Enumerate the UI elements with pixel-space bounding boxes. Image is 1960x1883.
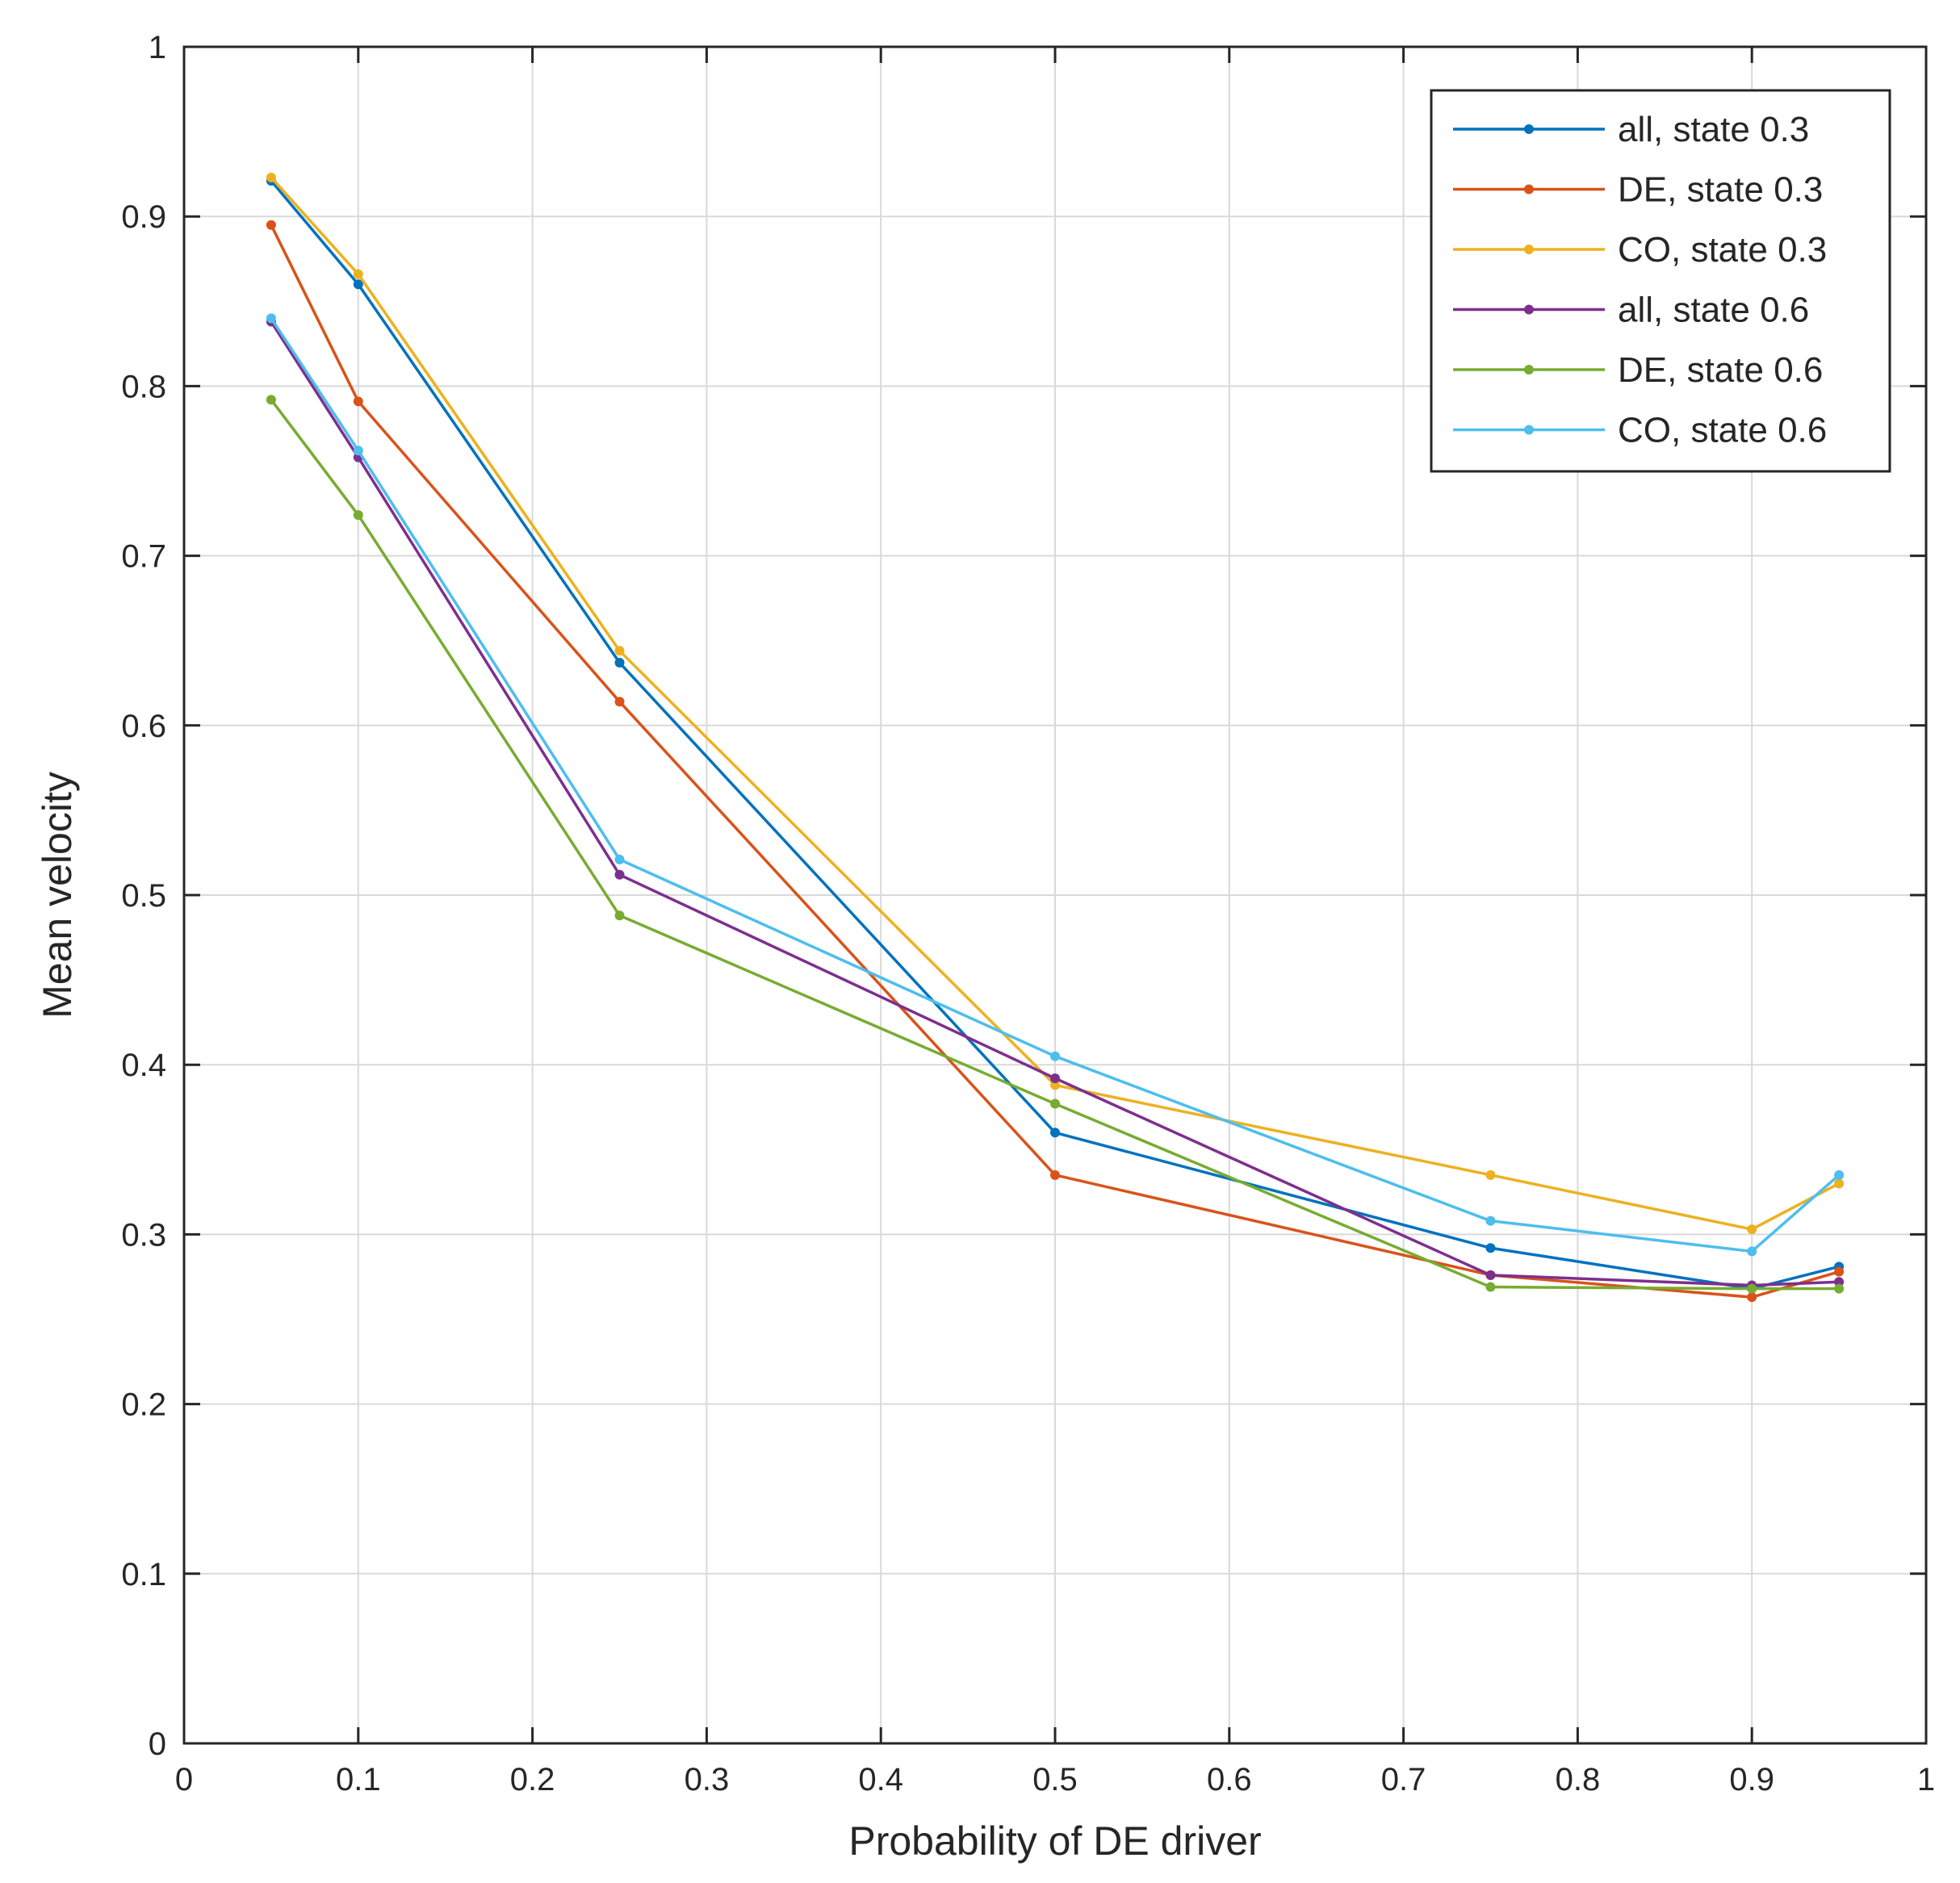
y-tick-label: 0.7 — [121, 539, 166, 575]
data-point — [1834, 1283, 1845, 1294]
y-tick-label: 1 — [149, 30, 166, 65]
y-tick-label: 0.4 — [121, 1048, 166, 1083]
x-tick-label: 0.7 — [1381, 1762, 1426, 1797]
data-point — [1050, 1073, 1060, 1084]
series-2 — [266, 220, 1845, 1303]
data-point — [614, 658, 625, 668]
data-point — [1834, 1170, 1845, 1180]
series-6 — [266, 313, 1845, 1257]
data-point — [1747, 1283, 1757, 1294]
y-tick-label: 0.9 — [121, 199, 166, 235]
data-point — [353, 396, 363, 407]
data-point — [353, 279, 363, 290]
legend-label: DE, state 0.6 — [1618, 350, 1823, 390]
legend-marker — [1524, 184, 1534, 195]
legend-label: CO, state 0.6 — [1618, 411, 1827, 450]
x-tick-label: 0.9 — [1729, 1762, 1774, 1797]
data-point — [266, 220, 276, 230]
data-point — [614, 869, 625, 880]
legend-item: all, state 0.3 — [1453, 110, 1809, 149]
data-point — [266, 172, 276, 182]
x-tick-label: 0.5 — [1032, 1762, 1078, 1797]
data-point — [614, 910, 625, 921]
data-point — [266, 395, 276, 405]
y-tick-label: 0.2 — [121, 1387, 166, 1423]
data-point — [614, 854, 625, 864]
data-point — [1050, 1170, 1060, 1180]
y-tick-label: 0.3 — [121, 1217, 166, 1253]
legend-item: all, state 0.6 — [1453, 291, 1809, 330]
data-point — [1834, 1178, 1845, 1189]
x-tick-label: 0.3 — [685, 1762, 730, 1797]
data-point — [1050, 1098, 1060, 1109]
x-tick-label: 0.2 — [510, 1762, 555, 1797]
legend: all, state 0.3 DE, state 0.3 CO, state 0.3… — [1430, 89, 1891, 473]
data-point — [1485, 1243, 1496, 1253]
data-point — [1485, 1170, 1496, 1180]
legend-box — [1430, 89, 1891, 473]
legend-label: all, state 0.3 — [1618, 110, 1809, 149]
data-point — [353, 446, 363, 456]
y-tick-label: 0.8 — [121, 369, 166, 404]
legend-label: DE, state 0.3 — [1618, 170, 1823, 210]
data-point — [1485, 1216, 1496, 1226]
data-point — [353, 510, 363, 521]
data-point — [1834, 1277, 1845, 1287]
legend-item: CO, state 0.3 — [1453, 230, 1827, 270]
x-tick-label: 0.1 — [336, 1762, 381, 1797]
data-point — [1050, 1080, 1060, 1090]
legend-label: CO, state 0.3 — [1618, 230, 1827, 270]
legend-item: CO, state 0.6 — [1453, 411, 1827, 450]
legend-marker — [1524, 304, 1534, 315]
y-tick-label: 0.1 — [121, 1557, 166, 1592]
x-tick-label: 0 — [175, 1762, 193, 1797]
legend-item: DE, state 0.6 — [1453, 350, 1823, 390]
data-point — [266, 313, 276, 324]
grid — [184, 47, 1926, 1743]
legend-marker — [1524, 425, 1534, 435]
legend-item: DE, state 0.3 — [1453, 170, 1823, 210]
data-point — [1747, 1224, 1757, 1235]
y-tick-label: 0.5 — [121, 878, 166, 914]
data-point — [1747, 1292, 1757, 1303]
data-point — [614, 697, 625, 707]
data-point — [614, 646, 625, 656]
x-tick-label: 1 — [1917, 1762, 1935, 1797]
data-point — [1834, 1266, 1845, 1277]
ticks: 0 0.1 0.2 0.3 0.4 0.5 0.6 0.7 0.8 0.9 1 0 0.1 0.2 0.3 0… — [121, 30, 1935, 1797]
data-point — [1485, 1282, 1496, 1292]
data-point — [1050, 1051, 1060, 1061]
series-group — [266, 172, 1845, 1303]
data-point — [1747, 1246, 1757, 1257]
y-tick-label: 0 — [149, 1726, 166, 1762]
y-tick-label: 0.6 — [121, 709, 166, 744]
x-tick-label: 0.6 — [1207, 1762, 1252, 1797]
data-point — [1050, 1128, 1060, 1138]
x-tick-label: 0.8 — [1556, 1762, 1601, 1797]
legend-marker — [1524, 124, 1534, 134]
legend-marker — [1524, 245, 1534, 254]
series-5 — [266, 395, 1845, 1294]
series-3 — [266, 172, 1845, 1235]
x-tick-label: 0.4 — [858, 1762, 903, 1797]
data-point — [353, 269, 363, 279]
data-point — [1485, 1270, 1496, 1280]
legend-marker — [1524, 365, 1534, 375]
legend-label: all, state 0.6 — [1618, 291, 1809, 330]
x-axis-label: Probability of DE driver — [848, 1818, 1261, 1864]
y-axis-label: Mean velocity — [35, 772, 80, 1019]
